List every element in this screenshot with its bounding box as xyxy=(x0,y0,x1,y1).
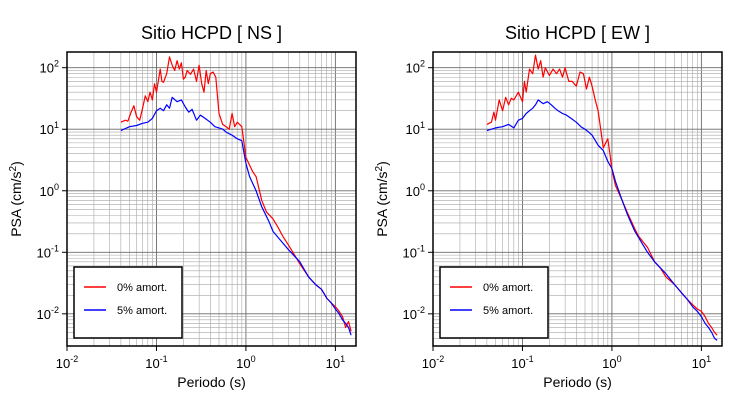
x-tick-label: 100 xyxy=(602,354,621,371)
x-tick-exp: -2 xyxy=(436,354,444,364)
x-tick-base: 10 xyxy=(326,356,340,371)
y-tick-label: 101 xyxy=(406,120,425,137)
x-tick-exp: 0 xyxy=(251,354,256,364)
x-tick-exp: 1 xyxy=(706,354,711,364)
x-tick-base: 10 xyxy=(56,356,70,371)
y-tick-exp: 0 xyxy=(54,182,59,192)
x-axis-label: Periodo (s) xyxy=(543,374,611,390)
y-tick-label: 10-2 xyxy=(37,305,59,322)
y-tick-base: 10 xyxy=(40,61,54,76)
series-line-amort-5 xyxy=(120,96,352,336)
y-tick-exp: -1 xyxy=(51,243,59,253)
y-tick-label: 10-2 xyxy=(403,305,425,322)
y-tick-exp: 1 xyxy=(54,120,59,130)
y-tick-label: 10-1 xyxy=(37,243,59,260)
plot-frame xyxy=(66,51,357,347)
y-axis-label-main: PSA (cm/s xyxy=(8,171,24,236)
y-tick-base: 10 xyxy=(403,245,417,260)
x-tick-label: 10-1 xyxy=(511,354,533,371)
x-tick-label: 101 xyxy=(326,354,345,371)
legend-box xyxy=(73,266,183,339)
x-tick-label: 10-2 xyxy=(422,354,444,371)
chart-title: Sitio HCPD [ EW ] xyxy=(505,23,650,43)
chart-title: Sitio HCPD [ NS ] xyxy=(141,23,282,43)
y-tick-base: 10 xyxy=(406,61,420,76)
legend-label: 0% amort. xyxy=(117,282,167,294)
x-tick-base: 10 xyxy=(511,356,525,371)
y-tick-label: 10-1 xyxy=(403,243,425,260)
y-axis-label-close: ) xyxy=(8,161,24,166)
y-axis-label-sup: 2 xyxy=(8,165,19,171)
x-tick-label: 101 xyxy=(692,354,711,371)
x-axis-label: Periodo (s) xyxy=(177,374,245,390)
x-tick-exp: -1 xyxy=(160,354,168,364)
x-tick-label: 10-2 xyxy=(56,354,78,371)
y-tick-exp: 2 xyxy=(54,59,59,69)
y-tick-label: 100 xyxy=(40,182,59,199)
legend-label: 5% amort. xyxy=(483,305,533,317)
y-tick-exp: 1 xyxy=(420,120,425,130)
y-tick-exp: -2 xyxy=(417,305,425,315)
y-tick-base: 10 xyxy=(40,122,54,137)
x-tick-base: 10 xyxy=(422,356,436,371)
y-tick-exp: 2 xyxy=(420,59,425,69)
x-tick-label: 100 xyxy=(236,354,255,371)
y-axis-label-close: ) xyxy=(374,161,390,166)
y-tick-exp: -1 xyxy=(417,243,425,253)
x-tick-base: 10 xyxy=(692,356,706,371)
y-tick-label: 102 xyxy=(40,59,59,76)
plot-frame xyxy=(432,51,723,347)
y-tick-exp: -2 xyxy=(51,305,59,315)
y-tick-exp: 0 xyxy=(420,182,425,192)
x-tick-exp: 0 xyxy=(617,354,622,364)
x-tick-base: 10 xyxy=(236,356,250,371)
y-axis-label: PSA (cm/s2) xyxy=(8,161,24,237)
y-tick-label: 102 xyxy=(406,59,425,76)
series-line-amort-5 xyxy=(486,99,718,341)
y-axis-label: PSA (cm/s2) xyxy=(374,161,390,237)
y-tick-base: 10 xyxy=(403,307,417,322)
x-tick-label: 10-1 xyxy=(145,354,167,371)
x-tick-exp: -2 xyxy=(70,354,78,364)
legend-box xyxy=(439,266,549,339)
legend-label: 0% amort. xyxy=(483,282,533,294)
x-tick-base: 10 xyxy=(145,356,159,371)
x-tick-base: 10 xyxy=(602,356,616,371)
y-tick-base: 10 xyxy=(406,122,420,137)
y-tick-base: 10 xyxy=(37,245,51,260)
y-axis-label-main: PSA (cm/s xyxy=(374,171,390,236)
legend-label: 5% amort. xyxy=(117,305,167,317)
y-tick-label: 101 xyxy=(40,120,59,137)
y-tick-base: 10 xyxy=(40,184,54,199)
y-tick-base: 10 xyxy=(37,307,51,322)
y-axis-label-sup: 2 xyxy=(374,165,385,171)
grid xyxy=(432,52,722,347)
x-tick-exp: 1 xyxy=(340,354,345,364)
x-tick-exp: -1 xyxy=(526,354,534,364)
y-tick-base: 10 xyxy=(406,184,420,199)
y-tick-label: 100 xyxy=(406,182,425,199)
